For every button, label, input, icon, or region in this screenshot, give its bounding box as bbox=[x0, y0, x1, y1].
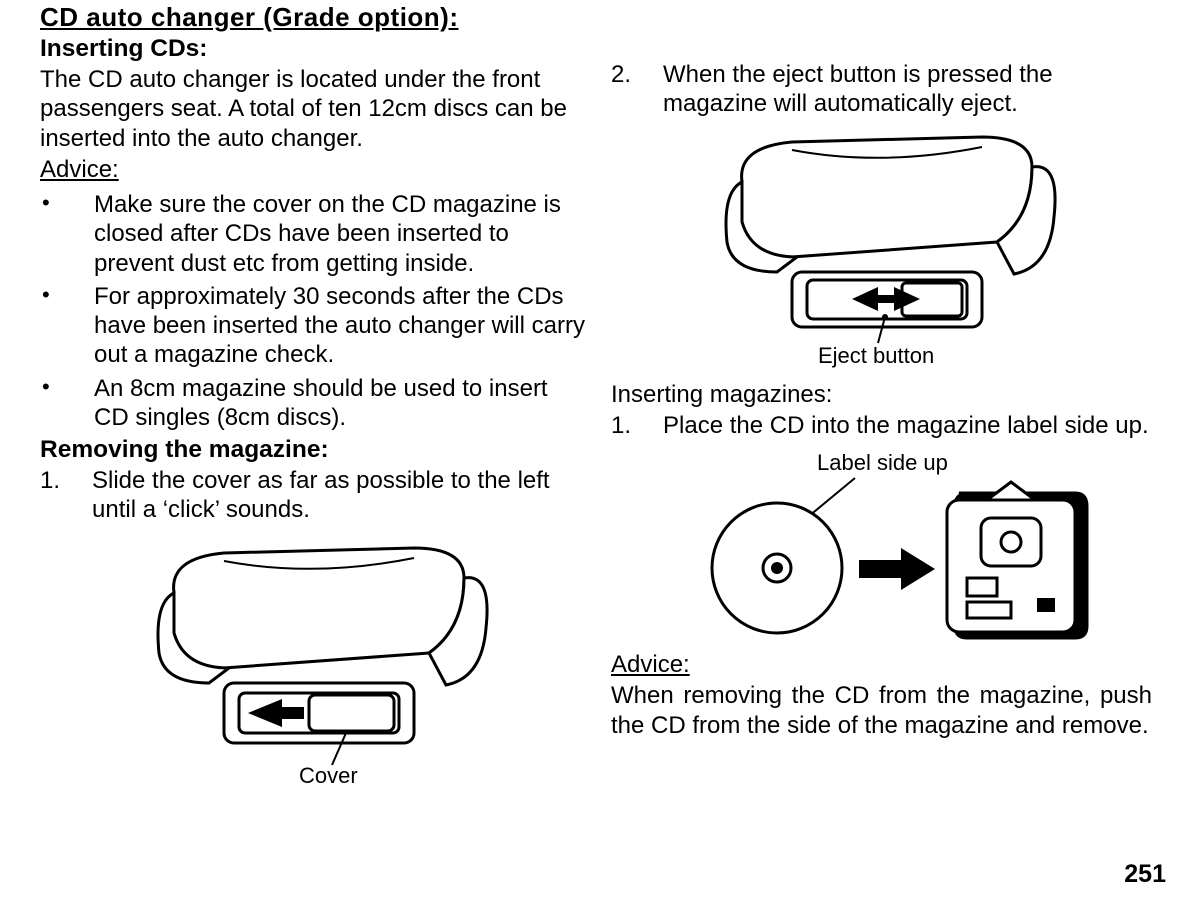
bullet-text: An 8cm magazine should be used to insert… bbox=[94, 374, 587, 433]
figure-seat-cover: Cover bbox=[114, 533, 514, 788]
left-column: CD auto changer (Grade option): Insertin… bbox=[40, 0, 605, 899]
bullet-item: • Make sure the cover on the CD magazine… bbox=[40, 190, 587, 278]
bullet-item: • An 8cm magazine should be used to inse… bbox=[40, 374, 587, 433]
step-number: 1. bbox=[40, 466, 92, 495]
figure-label-labelside: Label side up bbox=[817, 450, 948, 475]
removing-magazine-title: Removing the magazine: bbox=[40, 436, 587, 464]
figure-label-eject: Eject button bbox=[818, 343, 934, 368]
page-number: 251 bbox=[1124, 860, 1166, 889]
removing-step-2: 2. When the eject button is pressed the … bbox=[611, 60, 1152, 119]
bullet-item: • For approximately 30 seconds after the… bbox=[40, 282, 587, 370]
advice-bullets: • Make sure the cover on the CD magazine… bbox=[40, 190, 587, 432]
removing-step-1: 1. Slide the cover as far as possible to… bbox=[40, 466, 587, 525]
bullet-dot-icon: • bbox=[40, 190, 94, 217]
figure-label-cover: Cover bbox=[299, 763, 358, 788]
bullet-text: Make sure the cover on the CD magazine i… bbox=[94, 190, 587, 278]
bullet-dot-icon: • bbox=[40, 282, 94, 309]
step-number: 1. bbox=[611, 411, 663, 440]
intro-paragraph: The CD auto changer is located under the… bbox=[40, 65, 587, 153]
figure-cd-magazine: Label side up bbox=[667, 448, 1097, 648]
section-title: CD auto changer (Grade option): bbox=[40, 2, 587, 33]
advice-label: Advice: bbox=[40, 155, 587, 184]
inserting-cds-title: Inserting CDs: bbox=[40, 35, 587, 63]
advice-label-2: Advice: bbox=[611, 650, 1152, 679]
inserting-magazines-title: Inserting magazines: bbox=[611, 380, 1152, 409]
step-number: 2. bbox=[611, 60, 663, 89]
right-column: 2. When the eject button is pressed the … bbox=[605, 0, 1170, 899]
figure-seat-eject: Eject button bbox=[682, 127, 1082, 372]
manual-page: CD auto changer (Grade option): Insertin… bbox=[0, 0, 1200, 899]
bullet-dot-icon: • bbox=[40, 374, 94, 401]
step-text: Place the CD into the magazine label sid… bbox=[663, 411, 1152, 440]
inserting-step-1: 1. Place the CD into the magazine label … bbox=[611, 411, 1152, 440]
bullet-text: For approximately 30 seconds after the C… bbox=[94, 282, 587, 370]
advice-text-2: When removing the CD from the magazine, … bbox=[611, 681, 1152, 740]
step-text: Slide the cover as far as possible to th… bbox=[92, 466, 587, 525]
step-text: When the eject button is pressed the mag… bbox=[663, 60, 1152, 119]
